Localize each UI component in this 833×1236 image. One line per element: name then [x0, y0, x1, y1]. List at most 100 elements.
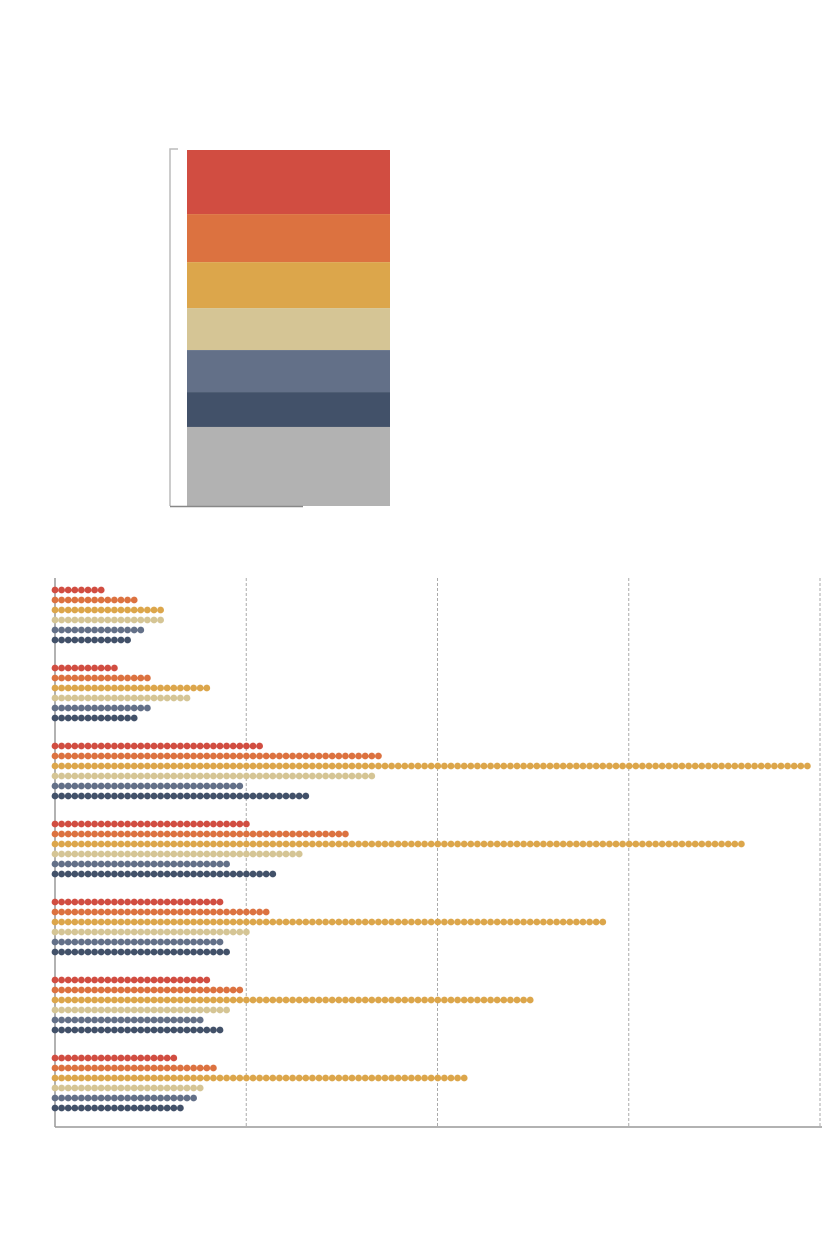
dot-g3-s3 [150, 850, 158, 858]
dot-g1-s1 [111, 674, 118, 682]
dot-g5-s2 [203, 996, 211, 1004]
dot-g6-s1 [104, 1064, 112, 1072]
dot-g3-s2 [375, 840, 382, 848]
dot-g5-s0 [64, 976, 72, 984]
dot-g4-s3 [236, 928, 244, 936]
dot-g6-s2 [361, 1074, 369, 1082]
dot-g2-s3 [348, 772, 356, 780]
dot-g3-s4 [111, 860, 118, 868]
dot-g2-s2 [705, 762, 712, 770]
dot-g4-s2 [599, 918, 607, 926]
dot-g1-s4 [71, 704, 79, 712]
dot-g3-s3 [223, 850, 231, 858]
dot-g2-s3 [144, 772, 151, 780]
dot-g1-s2 [157, 684, 165, 692]
dot-g4-s2 [130, 918, 138, 926]
dot-g6-s2 [170, 1074, 178, 1082]
dot-g3-s2 [130, 840, 138, 848]
stacked-segment-2 [187, 262, 390, 309]
dot-g5-s2 [216, 996, 224, 1004]
dot-g1-s4 [137, 704, 145, 712]
dot-g6-s2 [223, 1074, 231, 1082]
dot-g0-s0 [71, 586, 79, 594]
dot-g6-s2 [130, 1074, 138, 1082]
dot-g2-s2 [282, 762, 290, 770]
dot-g3-s2 [408, 840, 415, 848]
dot-g3-s5 [97, 870, 105, 878]
dot-g2-s4 [157, 782, 165, 790]
dot-g0-s0 [91, 586, 98, 594]
dot-g1-s2 [144, 684, 151, 692]
dot-g1-s3 [91, 694, 98, 702]
dot-g5-s2 [157, 996, 165, 1004]
dot-g2-s1 [328, 752, 336, 760]
dot-g5-s1 [190, 986, 198, 994]
dot-g3-s1 [183, 830, 191, 838]
dot-g3-s2 [229, 840, 237, 848]
dot-g3-s3 [216, 850, 224, 858]
dot-g2-s0 [117, 742, 125, 750]
dot-g2-s2 [804, 762, 811, 770]
dot-g4-s0 [124, 898, 131, 906]
dot-g3-s2 [289, 840, 296, 848]
dot-g4-s1 [262, 908, 270, 916]
dot-g6-s0 [130, 1054, 138, 1062]
dot-g2-s4 [163, 782, 171, 790]
dot-g2-s3 [236, 772, 244, 780]
dot-g3-s2 [269, 840, 277, 848]
dot-g4-s3 [157, 928, 165, 936]
dot-g2-s3 [163, 772, 171, 780]
dot-g3-s2 [196, 840, 204, 848]
dot-g4-s2 [335, 918, 343, 926]
dot-g6-s2 [183, 1074, 191, 1082]
dot-g2-s2 [619, 762, 626, 770]
dot-g2-s1 [163, 752, 171, 760]
dot-g2-s4 [58, 782, 65, 790]
dot-g4-s5 [223, 948, 231, 956]
dot-g2-s2 [249, 762, 257, 770]
dot-g3-s0 [144, 820, 151, 828]
dot-g3-s1 [335, 830, 343, 838]
dot-g2-s2 [441, 762, 448, 770]
dot-g6-s2 [375, 1074, 382, 1082]
dot-g2-s3 [355, 772, 362, 780]
dot-g4-s5 [58, 948, 65, 956]
dot-g6-s3 [137, 1084, 145, 1092]
dot-g4-s2 [573, 918, 580, 926]
dot-g5-s0 [78, 976, 85, 984]
dot-g6-s5 [124, 1104, 131, 1112]
dot-g6-s2 [408, 1074, 415, 1082]
dot-g3-s3 [269, 850, 277, 858]
dot-g2-s1 [144, 752, 151, 760]
dot-g3-s3 [111, 850, 118, 858]
dot-g3-s2 [322, 840, 329, 848]
dot-g4-s1 [117, 908, 125, 916]
dot-g2-s2 [678, 762, 686, 770]
dot-g4-s3 [124, 928, 131, 936]
dot-g5-s2 [196, 996, 204, 1004]
dot-g1-s1 [91, 674, 98, 682]
dot-g5-s1 [150, 986, 158, 994]
dot-g0-s2 [137, 606, 145, 614]
dot-g3-s2 [137, 840, 145, 848]
dot-g2-s1 [130, 752, 138, 760]
dot-g3-s5 [163, 870, 171, 878]
dot-g5-s2 [474, 996, 481, 1004]
dot-g0-s4 [111, 626, 118, 634]
dot-g0-s3 [58, 616, 65, 624]
dot-g3-s3 [183, 850, 191, 858]
dot-g4-s1 [104, 908, 112, 916]
dot-g1-s5 [104, 714, 112, 722]
dot-g3-s2 [553, 840, 560, 848]
dot-g0-s3 [117, 616, 125, 624]
dot-g0-s3 [137, 616, 145, 624]
dot-g2-s1 [295, 752, 303, 760]
dot-g5-s2 [124, 996, 131, 1004]
dot-g2-s4 [183, 782, 191, 790]
dot-g2-s2 [652, 762, 659, 770]
dot-g4-s5 [163, 948, 171, 956]
dot-g0-s2 [111, 606, 118, 614]
dot-g1-s0 [97, 664, 105, 672]
dot-g1-s5 [117, 714, 125, 722]
dot-g0-s4 [78, 626, 85, 634]
